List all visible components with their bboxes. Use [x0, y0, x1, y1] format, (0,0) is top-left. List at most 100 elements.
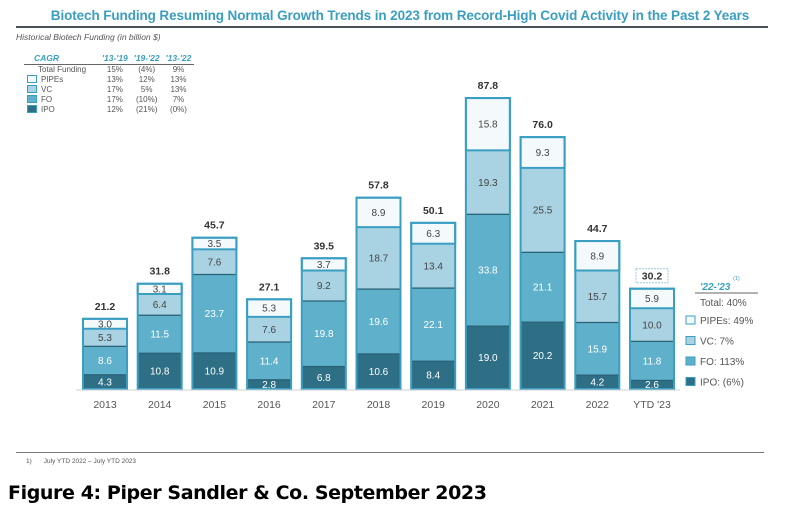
- bar-outline: [246, 298, 293, 391]
- cagr-row-label: PIPEs: [24, 75, 99, 85]
- bar-segment-ipo: [191, 352, 237, 390]
- data-label-pipes: 3.0: [98, 319, 112, 330]
- bars-layer: 4.3 8.6 5.3 3.0 21.2 10.8 11.5 6.4 3.1 31.8 10.9 23…: [82, 80, 675, 391]
- legend-swatch-icon: [685, 377, 696, 386]
- footnote-text: July YTD 2022 – July YTD 2023: [43, 458, 137, 465]
- data-label-vc: 10.0: [642, 320, 662, 331]
- vc-swatch-icon: [27, 85, 37, 93]
- x-tick-label: 2014: [148, 399, 172, 411]
- data-label-pipes: 8.9: [590, 251, 604, 262]
- x-tick-label: 2016: [257, 399, 281, 411]
- legend-heading: '22-'23: [700, 282, 731, 293]
- bar-group: 10.8 11.5 6.4 3.1 31.8: [136, 266, 183, 391]
- cagr-row-label: FO: [24, 95, 99, 105]
- data-label-vc: 9.2: [317, 281, 331, 292]
- data-label-fo: 15.9: [588, 344, 608, 355]
- bar-group: 19.0 33.8 19.3 15.8 87.8: [464, 80, 511, 391]
- bar-segment-ipo: [410, 360, 456, 390]
- pipes-swatch-icon: [27, 75, 37, 83]
- data-label-ipo: 6.8: [317, 373, 331, 384]
- data-label-fo: 19.8: [314, 329, 334, 340]
- bar-outline: [464, 97, 511, 391]
- bar-group: 6.8 19.8 9.2 3.7 39.5: [300, 240, 347, 390]
- bar-total-label: 30.2: [642, 271, 663, 283]
- cagr-row-label: VC: [24, 85, 99, 95]
- cagr-row-fo: FO 17% (10%) 7%: [24, 95, 194, 105]
- bar-group: 10.9 23.7 7.6 3.5 45.7: [191, 220, 238, 390]
- bar-outline: [82, 317, 128, 390]
- chart-title: Biotech Funding Resuming Normal Growth T…: [50, 8, 750, 23]
- cagr-value: 5%: [140, 85, 153, 94]
- bar-segment-fo: [191, 273, 237, 354]
- bar-outline: [300, 257, 347, 390]
- legend-swatch-icon: [685, 356, 696, 366]
- footnote-marker: 1): [26, 458, 32, 465]
- legend-item-label: FO: 113%: [700, 357, 744, 368]
- bar-segment-vc: [574, 269, 620, 324]
- data-label-ipo: 4.3: [98, 377, 112, 388]
- cagr-value: 13%: [106, 75, 123, 84]
- bar-outline: [629, 287, 675, 390]
- bar-group: 10.6 19.6 18.7 8.9 57.8: [355, 180, 402, 390]
- ipo-swatch-icon: [27, 105, 37, 113]
- data-label-vc: 18.7: [369, 254, 389, 265]
- bar-outline: [136, 282, 183, 391]
- data-label-vc: 15.7: [588, 292, 608, 303]
- cagr-row-pipes: PIPEs 13% 12% 13%: [24, 75, 194, 85]
- data-label-fo: 19.6: [369, 317, 389, 328]
- data-label-ipo: 2.8: [262, 380, 276, 391]
- data-label-fo: 33.8: [478, 266, 498, 277]
- x-tick-label: 2015: [203, 399, 227, 411]
- fo-swatch-icon: [27, 95, 37, 103]
- footnote: 1) July YTD 2022 – July YTD 2023: [26, 458, 148, 465]
- title-divider: [16, 26, 768, 28]
- data-label-fo: 23.7: [205, 309, 225, 320]
- x-tick-label: 2021: [531, 399, 555, 411]
- data-label-pipes: 5.3: [262, 304, 276, 315]
- x-tick-label: 2022: [586, 399, 610, 411]
- cagr-header-13-19: '13-'19: [99, 53, 131, 65]
- figure-caption: Figure 4: Piper Sandler & Co. September …: [8, 482, 487, 504]
- data-label-ipo: 10.8: [150, 367, 170, 378]
- data-label-fo: 8.6: [98, 356, 112, 367]
- data-label-vc: 25.5: [533, 206, 553, 217]
- bar-outline: [191, 236, 238, 390]
- bar-group: 4.3 8.6 5.3 3.0 21.2: [82, 301, 128, 390]
- cagr-value: 12%: [138, 75, 155, 84]
- cagr-header-label: CAGR: [24, 53, 99, 65]
- data-label-pipes: 15.8: [478, 120, 498, 131]
- legend-heading-note: (1): [733, 276, 740, 282]
- bar-total-label: 57.8: [368, 180, 389, 192]
- data-label-ipo: 10.9: [205, 366, 225, 377]
- cagr-value: (4%): [138, 65, 156, 74]
- bar-total-label: 31.8: [149, 266, 170, 278]
- x-tick-label: 2020: [476, 399, 500, 411]
- stacked-bar-chart: 4.3 8.6 5.3 3.0 21.2 10.8 11.5 6.4 3.1 31.8 10.9 23…: [76, 80, 758, 411]
- bar-total-label: 44.7: [587, 223, 608, 235]
- cagr-value: 13%: [170, 85, 187, 94]
- x-tick-label: YTD '23: [633, 399, 671, 411]
- x-tick-label: 2017: [312, 399, 336, 411]
- cagr-table: CAGR '13-'19 '19-'22 '13-'22 Total Fundi…: [24, 53, 195, 115]
- cagr-value: 7%: [172, 95, 185, 104]
- bar-segment-fo: [301, 300, 347, 368]
- bar-total-label: 27.1: [259, 281, 280, 293]
- legend-item-label: IPO: (6%): [700, 378, 744, 389]
- cagr-value: 9%: [172, 65, 185, 74]
- cagr-row-label: IPO: [24, 105, 99, 115]
- data-label-ipo: 4.2: [590, 378, 604, 389]
- data-label-fo: 11.4: [260, 356, 279, 367]
- data-label-ipo: 19.0: [478, 353, 498, 364]
- data-label-vc: 19.3: [478, 178, 498, 189]
- cagr-row-ipo: IPO 12% (21%) (0%): [24, 105, 194, 115]
- chart-subtitle: Historical Biotech Funding (in billion $…: [16, 32, 161, 42]
- cagr-header-row: CAGR '13-'19 '19-'22 '13-'22: [24, 53, 195, 65]
- cagr-header-13-22: '13-'22: [162, 53, 195, 65]
- data-label-fo: 11.8: [643, 356, 662, 367]
- data-label-pipes: 3.1: [153, 284, 167, 295]
- bar-group: 2.6 11.8 10.0 5.9 30.2: [629, 268, 675, 391]
- bar-segment-vc: [355, 226, 402, 290]
- x-tick-label: 2018: [367, 399, 391, 411]
- cagr-value: (21%): [136, 105, 158, 114]
- bar-total-label: 45.7: [204, 220, 225, 232]
